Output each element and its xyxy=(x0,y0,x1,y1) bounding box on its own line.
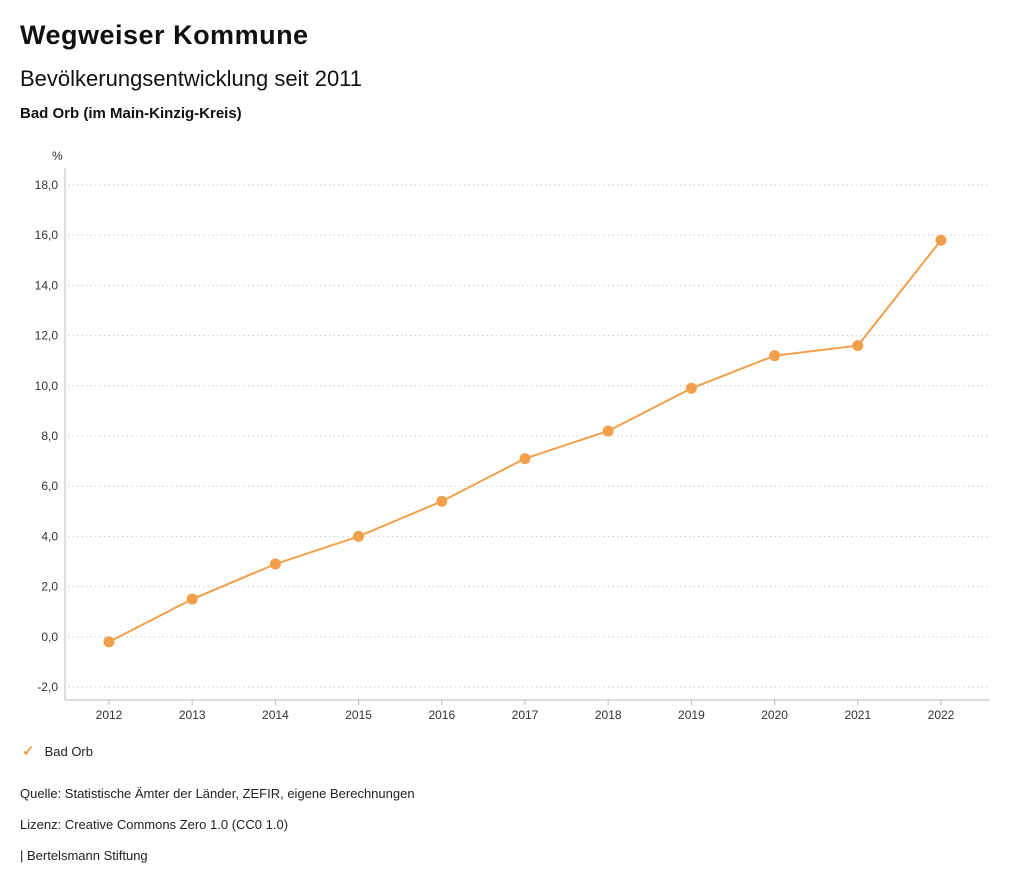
source-text: Quelle: Statistische Ämter der Länder, Z… xyxy=(20,786,415,801)
legend-label: Bad Orb xyxy=(44,744,93,759)
data-point xyxy=(685,382,697,394)
y-tick-label: 4,0 xyxy=(41,529,58,543)
data-point xyxy=(186,593,198,605)
x-tick-label: 2021 xyxy=(844,708,871,722)
x-tick-label: 2015 xyxy=(345,708,372,722)
x-tick-label: 2022 xyxy=(928,708,955,722)
y-tick-label: -2,0 xyxy=(37,680,58,694)
y-tick-label: 10,0 xyxy=(35,379,59,393)
y-tick-label: 6,0 xyxy=(41,479,58,493)
y-tick-label: 18,0 xyxy=(35,178,59,192)
data-point xyxy=(935,234,947,246)
chart-subtitle: Bevölkerungsentwicklung seit 2011 xyxy=(20,66,363,91)
data-point xyxy=(519,453,531,465)
x-tick-label: 2018 xyxy=(595,708,622,722)
data-point xyxy=(436,495,448,507)
legend[interactable]: ✓ Bad Orb xyxy=(22,744,93,759)
data-point xyxy=(353,530,365,542)
y-tick-label: 16,0 xyxy=(35,228,59,242)
data-point xyxy=(769,350,781,362)
x-tick-label: 2017 xyxy=(512,708,539,722)
x-tick-label: 2012 xyxy=(96,708,123,722)
y-tick-label: 2,0 xyxy=(41,580,58,594)
x-tick-label: 2013 xyxy=(179,708,206,722)
brand-text: | Bertelsmann Stiftung xyxy=(20,848,148,863)
check-icon: ✓ xyxy=(22,743,35,760)
data-point xyxy=(852,340,864,352)
license-text: Lizenz: Creative Commons Zero 1.0 (CC0 1… xyxy=(20,817,289,832)
data-point xyxy=(602,425,614,437)
y-tick-label: 8,0 xyxy=(41,429,58,443)
data-line xyxy=(108,239,942,643)
y-tick-label: 14,0 xyxy=(35,278,59,292)
population-line-chart: % 18,0 16,0 14,0 12,0 10,0 8,0 6,0 4,0 2,0 0,0 -2,0… xyxy=(35,149,990,722)
data-point xyxy=(269,558,281,570)
x-tick-label: 2014 xyxy=(262,708,289,722)
x-tick-label: 2019 xyxy=(678,708,705,722)
region-label: Bad Orb (im Main-Kinzig-Kreis) xyxy=(20,105,242,122)
x-tick-label: 2020 xyxy=(761,708,788,722)
y-axis-unit-label: % xyxy=(52,149,63,163)
page-title: Wegweiser Kommune xyxy=(20,20,309,50)
data-point xyxy=(103,636,115,648)
y-tick-label: 12,0 xyxy=(35,329,59,343)
x-tick-label: 2016 xyxy=(428,708,455,722)
chart-area: % 18,0 16,0 14,0 12,0 10,0 8,0 6,0 4,0 2,0 0,0 -2,0… xyxy=(0,140,1024,730)
y-tick-label: 0,0 xyxy=(41,630,58,644)
